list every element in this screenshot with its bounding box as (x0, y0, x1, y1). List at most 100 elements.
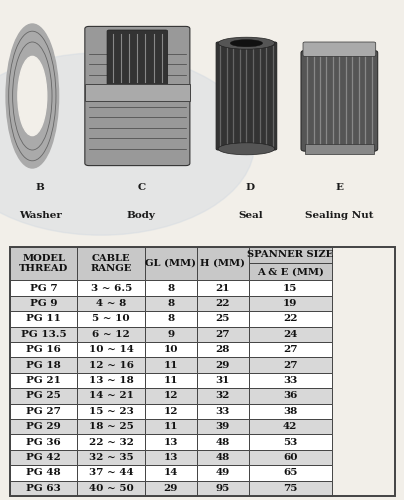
Text: 18 ~ 25: 18 ~ 25 (89, 422, 134, 432)
Bar (78, 480, 145, 496)
Text: 48: 48 (216, 453, 230, 462)
Bar (10, 311, 78, 326)
Bar (145, 296, 197, 311)
Ellipse shape (6, 24, 59, 168)
Bar (78, 434, 145, 450)
Bar (197, 466, 249, 480)
Text: 14: 14 (164, 468, 178, 477)
Text: PG 42: PG 42 (26, 453, 61, 462)
Bar (249, 388, 332, 404)
Bar (10, 373, 78, 388)
Bar (249, 326, 332, 342)
Text: 48: 48 (216, 438, 230, 446)
Bar (197, 480, 249, 496)
Bar (249, 373, 332, 388)
Text: PG 63: PG 63 (26, 484, 61, 493)
Text: PG 21: PG 21 (26, 376, 61, 385)
Text: 24: 24 (283, 330, 297, 339)
Text: 19: 19 (283, 299, 297, 308)
FancyBboxPatch shape (305, 144, 374, 154)
Bar (10, 450, 78, 466)
Bar (78, 373, 145, 388)
Text: 40 ~ 50: 40 ~ 50 (89, 484, 134, 493)
Bar (145, 480, 197, 496)
Bar (249, 434, 332, 450)
Text: 6 ~ 12: 6 ~ 12 (92, 330, 130, 339)
Text: 27: 27 (283, 360, 297, 370)
Bar (78, 450, 145, 466)
Text: Washer: Washer (19, 212, 62, 220)
Text: Sealing Nut: Sealing Nut (305, 212, 374, 220)
Text: 10: 10 (164, 345, 178, 354)
Bar (249, 246, 332, 264)
Text: 5 ~ 10: 5 ~ 10 (93, 314, 130, 324)
Text: PG 48: PG 48 (27, 468, 61, 477)
Bar (10, 404, 78, 419)
Text: SPANNER SIZE: SPANNER SIZE (247, 250, 333, 260)
Text: 15: 15 (283, 284, 297, 292)
FancyBboxPatch shape (301, 50, 378, 151)
Bar (10, 342, 78, 357)
Text: PG 25: PG 25 (26, 392, 61, 400)
Bar (78, 326, 145, 342)
Text: 14 ~ 21: 14 ~ 21 (89, 392, 134, 400)
Text: PG 9: PG 9 (30, 299, 57, 308)
Text: B: B (36, 182, 45, 192)
Text: PG 18: PG 18 (26, 360, 61, 370)
Bar (78, 404, 145, 419)
Bar (145, 434, 197, 450)
Text: 8: 8 (167, 299, 175, 308)
Text: C: C (137, 182, 145, 192)
Text: PG 16: PG 16 (26, 345, 61, 354)
Bar (197, 342, 249, 357)
Text: 29: 29 (164, 484, 178, 493)
Text: 13: 13 (164, 438, 178, 446)
Text: PG 11: PG 11 (26, 314, 61, 324)
Bar (145, 326, 197, 342)
Ellipse shape (18, 56, 47, 136)
Text: 32: 32 (216, 392, 230, 400)
Bar (78, 246, 145, 280)
Bar (10, 246, 78, 280)
Bar (10, 296, 78, 311)
Text: 49: 49 (216, 468, 230, 477)
Bar (145, 373, 197, 388)
Bar (197, 358, 249, 373)
Bar (197, 434, 249, 450)
Text: E: E (335, 182, 343, 192)
Bar (249, 296, 332, 311)
Text: PG 7: PG 7 (30, 284, 58, 292)
Bar (197, 326, 249, 342)
Text: 9: 9 (167, 330, 175, 339)
Text: A & E (MM): A & E (MM) (257, 268, 324, 276)
Text: 25: 25 (216, 314, 230, 324)
Bar (249, 450, 332, 466)
Text: 33: 33 (216, 407, 230, 416)
Text: 33: 33 (283, 376, 297, 385)
Text: 12: 12 (164, 392, 178, 400)
Text: 95: 95 (216, 484, 230, 493)
Text: 8: 8 (167, 284, 175, 292)
Text: 12: 12 (164, 407, 178, 416)
Text: 22: 22 (283, 314, 297, 324)
Bar (249, 280, 332, 296)
Bar (197, 404, 249, 419)
FancyBboxPatch shape (107, 30, 168, 85)
Text: 13: 13 (164, 453, 178, 462)
Bar (249, 480, 332, 496)
Circle shape (0, 53, 255, 235)
Bar (145, 466, 197, 480)
Text: 11: 11 (164, 422, 178, 432)
Text: H (MM): H (MM) (200, 259, 245, 268)
Bar (197, 246, 249, 280)
Bar (249, 419, 332, 434)
Bar (145, 311, 197, 326)
Text: 11: 11 (164, 376, 178, 385)
Text: 65: 65 (283, 468, 297, 477)
Ellipse shape (230, 40, 263, 47)
Bar (78, 419, 145, 434)
Bar (249, 358, 332, 373)
Bar (10, 280, 78, 296)
Text: D: D (246, 182, 255, 192)
Bar (249, 311, 332, 326)
